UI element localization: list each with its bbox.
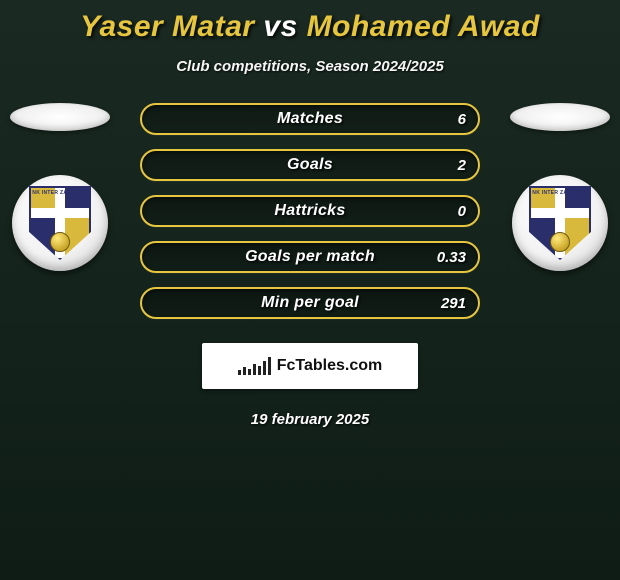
- stat-label: Min per goal: [261, 294, 359, 312]
- stat-right-value: 0.33: [437, 243, 466, 271]
- stat-label: Goals: [287, 156, 333, 174]
- stat-label: Hattricks: [274, 202, 345, 220]
- title-player2: Mohamed Awad: [307, 10, 540, 43]
- stat-row-matches: Matches 6: [140, 103, 480, 135]
- brand-text: FcTables.com: [277, 357, 383, 375]
- brand-suffix: Tables.com: [295, 357, 382, 374]
- date-stamp: 19 february 2025: [0, 411, 620, 428]
- stat-row-gpm: Goals per match 0.33: [140, 241, 480, 273]
- stat-right-value: 0: [458, 197, 466, 225]
- player1-column: NK INTER ZAPREŠIĆ: [10, 103, 110, 271]
- subtitle: Club competitions, Season 2024/2025: [0, 58, 620, 75]
- club-crest: NK INTER ZAPREŠIĆ: [529, 186, 591, 260]
- brand-prefix: Fc: [277, 357, 296, 374]
- comparison-card: Yaser Matar vs Mohamed Awad Club competi…: [0, 0, 620, 580]
- crest-text: NK INTER ZAPREŠIĆ: [531, 190, 589, 196]
- player2-photo-placeholder: [510, 103, 610, 131]
- crest-ball-icon: [50, 232, 70, 252]
- stat-label: Matches: [277, 110, 343, 128]
- main-area: NK INTER ZAPREŠIĆ NK INTER ZAPREŠIĆ: [0, 103, 620, 428]
- page-title: Yaser Matar vs Mohamed Awad: [0, 0, 620, 44]
- stat-right-value: 6: [458, 105, 466, 133]
- player2-club-badge: NK INTER ZAPREŠIĆ: [512, 175, 608, 271]
- title-player1: Yaser Matar: [80, 10, 254, 43]
- stat-row-hattricks: Hattricks 0: [140, 195, 480, 227]
- stat-right-value: 291: [441, 289, 466, 317]
- crest-ball-icon: [550, 232, 570, 252]
- brand-chart-icon: [238, 357, 271, 375]
- stats-rows: Matches 6 Goals 2 Hattricks 0 Goals per …: [140, 103, 480, 319]
- stat-row-mpg: Min per goal 291: [140, 287, 480, 319]
- brand-box: FcTables.com: [202, 343, 418, 389]
- player1-photo-placeholder: [10, 103, 110, 131]
- crest-text: NK INTER ZAPREŠIĆ: [31, 190, 89, 196]
- club-crest: NK INTER ZAPREŠIĆ: [29, 186, 91, 260]
- title-vs: vs: [263, 10, 297, 43]
- stat-row-goals: Goals 2: [140, 149, 480, 181]
- stat-label: Goals per match: [245, 248, 375, 266]
- player2-column: NK INTER ZAPREŠIĆ: [510, 103, 610, 271]
- player1-club-badge: NK INTER ZAPREŠIĆ: [12, 175, 108, 271]
- stat-right-value: 2: [458, 151, 466, 179]
